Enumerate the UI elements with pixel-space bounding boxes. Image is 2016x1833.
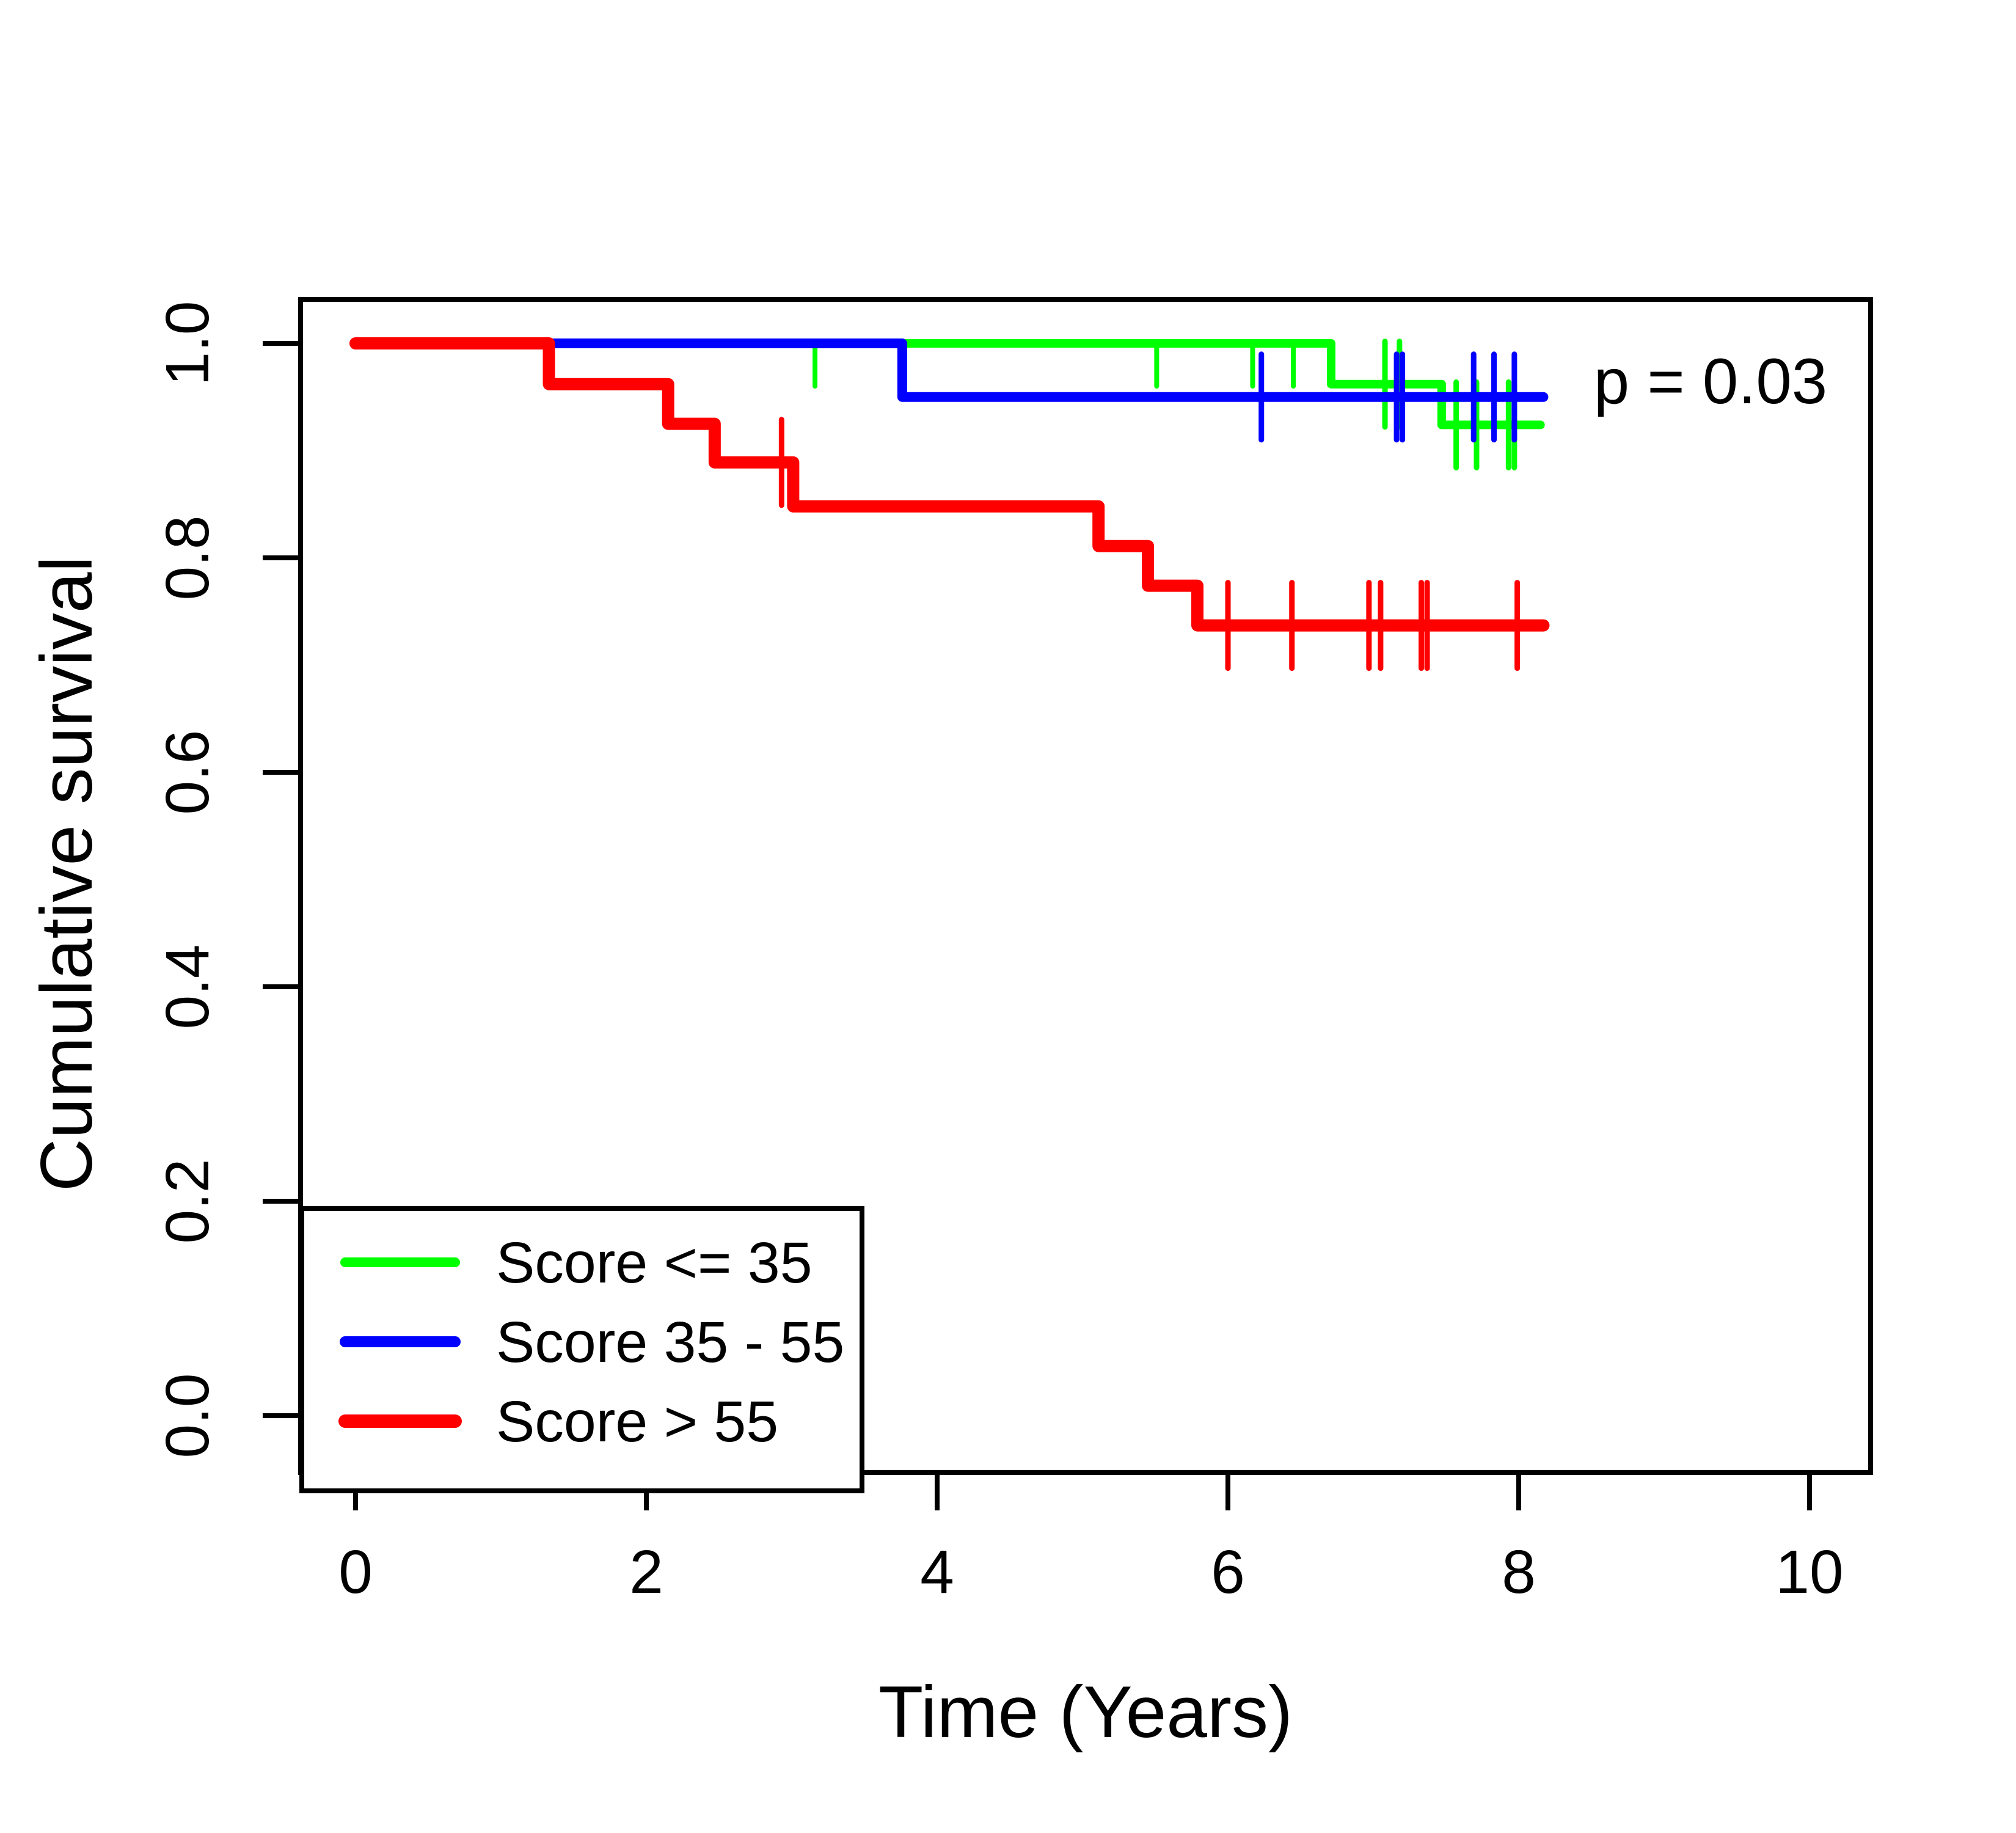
x-axis: 0 2 4 6 8 10 bbox=[338, 1473, 1844, 1606]
legend-entries: Score <= 35 Score 35 - 55 Score > 55 bbox=[338, 1231, 844, 1454]
y-axis-tick-label: 0.4 bbox=[153, 944, 222, 1029]
x-axis-tick-label: 2 bbox=[629, 1538, 663, 1606]
x-axis-tick-label: 4 bbox=[920, 1538, 954, 1606]
x-axis-tick-label: 6 bbox=[1211, 1538, 1245, 1606]
survival-curve-score-le-35 bbox=[351, 339, 1545, 430]
x-axis-title: Time (Years) bbox=[878, 1671, 1293, 1753]
legend-box bbox=[299, 1206, 864, 1493]
y-axis-tick-label: 0.8 bbox=[153, 515, 222, 600]
x-axis-tick-label: 8 bbox=[1502, 1538, 1536, 1606]
x-axis-tick-label: 0 bbox=[338, 1538, 373, 1606]
survival-curves bbox=[349, 337, 1550, 671]
y-axis-tick-label: 0.6 bbox=[153, 730, 222, 814]
legend-label-score-gt-55: Score > 55 bbox=[496, 1389, 778, 1454]
p-value-annotation: p = 0.03 bbox=[1594, 346, 1827, 417]
x-axis-tick-label: 10 bbox=[1775, 1538, 1843, 1606]
y-axis-tick-label: 0.0 bbox=[153, 1373, 222, 1458]
y-axis-title: Cumulative survival bbox=[26, 556, 108, 1191]
y-axis-tick-label: 0.2 bbox=[153, 1158, 222, 1243]
legend: Score <= 35 Score 35 - 55 Score > 55 bbox=[299, 1206, 864, 1493]
y-axis: 0.0 0.2 0.4 0.6 0.8 1.0 bbox=[153, 301, 301, 1458]
survival-curve-score-gt-55 bbox=[349, 337, 1550, 632]
legend-label-score-le-35: Score <= 35 bbox=[496, 1231, 813, 1295]
plot-panel-border bbox=[298, 297, 1873, 1475]
legend-label-score-35-55: Score 35 - 55 bbox=[496, 1310, 844, 1375]
y-axis-tick-label: 1.0 bbox=[153, 301, 222, 386]
survival-curve-score-35-55 bbox=[351, 338, 1549, 402]
